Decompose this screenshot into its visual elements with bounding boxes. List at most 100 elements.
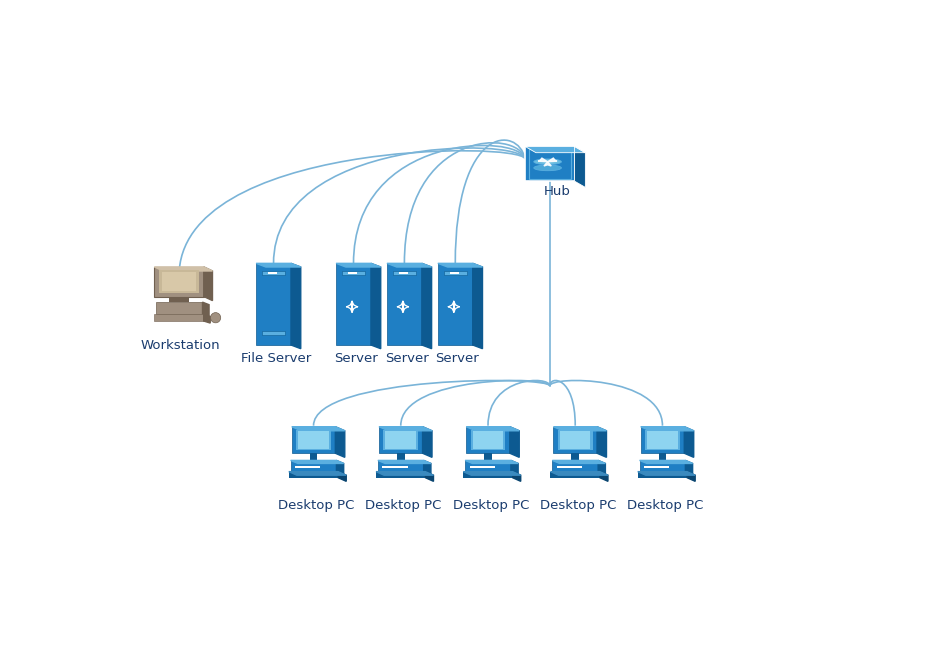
Polygon shape	[339, 471, 346, 481]
Bar	[342, 271, 365, 275]
Bar	[552, 460, 598, 471]
Bar	[558, 430, 593, 450]
Polygon shape	[378, 460, 431, 463]
Polygon shape	[387, 263, 431, 267]
Bar	[161, 272, 196, 292]
Bar	[645, 430, 680, 450]
Bar	[384, 430, 418, 450]
Bar	[644, 465, 670, 467]
FancyBboxPatch shape	[525, 147, 574, 181]
Text: Workstation: Workstation	[141, 339, 220, 352]
Bar	[484, 453, 492, 460]
Bar	[438, 263, 473, 345]
Polygon shape	[155, 267, 213, 271]
Text: Desktop PC: Desktop PC	[279, 499, 355, 512]
Polygon shape	[291, 263, 301, 349]
Polygon shape	[553, 427, 607, 431]
Bar	[379, 427, 422, 453]
Polygon shape	[291, 460, 343, 463]
Bar	[292, 427, 336, 453]
Bar	[386, 432, 416, 449]
Polygon shape	[511, 460, 518, 475]
Polygon shape	[525, 147, 585, 152]
Text: Desktop PC: Desktop PC	[540, 499, 616, 512]
Bar	[159, 271, 199, 293]
Bar	[263, 271, 285, 275]
Bar	[268, 272, 277, 274]
Polygon shape	[686, 460, 692, 475]
Bar	[658, 453, 666, 460]
Bar	[156, 302, 203, 314]
Bar	[291, 460, 337, 471]
Bar	[289, 471, 339, 478]
Polygon shape	[685, 427, 694, 457]
Bar	[638, 471, 688, 478]
Polygon shape	[203, 302, 209, 317]
Polygon shape	[538, 158, 548, 162]
Ellipse shape	[210, 313, 220, 323]
Polygon shape	[598, 460, 605, 475]
Polygon shape	[510, 427, 520, 457]
Ellipse shape	[534, 165, 562, 170]
Bar	[295, 465, 321, 467]
Bar	[444, 271, 466, 275]
Polygon shape	[465, 460, 518, 463]
Polygon shape	[544, 162, 552, 166]
Bar	[296, 430, 331, 450]
Bar	[551, 471, 600, 478]
Polygon shape	[292, 427, 345, 431]
Bar	[378, 460, 424, 471]
Text: Desktop PC: Desktop PC	[366, 499, 442, 512]
Polygon shape	[204, 314, 210, 323]
Bar	[383, 465, 408, 467]
Polygon shape	[548, 158, 557, 162]
Text: Server: Server	[334, 352, 378, 365]
Bar	[466, 427, 510, 453]
Polygon shape	[336, 263, 381, 267]
Polygon shape	[337, 460, 343, 475]
Polygon shape	[379, 427, 432, 431]
Polygon shape	[597, 427, 607, 457]
Bar	[557, 465, 582, 467]
Bar	[169, 296, 189, 302]
Bar	[397, 453, 404, 460]
Polygon shape	[466, 427, 520, 431]
Polygon shape	[422, 263, 431, 349]
Bar	[641, 427, 685, 453]
Polygon shape	[371, 263, 381, 349]
Text: File Server: File Server	[241, 352, 311, 365]
Bar	[263, 331, 285, 335]
Bar	[348, 272, 357, 274]
Polygon shape	[426, 471, 433, 481]
Polygon shape	[552, 460, 605, 463]
Text: Desktop PC: Desktop PC	[628, 499, 704, 512]
Polygon shape	[638, 471, 695, 475]
Polygon shape	[424, 460, 431, 475]
Text: Server: Server	[435, 352, 479, 365]
Polygon shape	[688, 471, 695, 481]
Polygon shape	[422, 427, 432, 457]
Bar	[640, 460, 686, 471]
Polygon shape	[551, 471, 608, 475]
Bar	[155, 267, 204, 296]
Polygon shape	[289, 471, 346, 475]
Bar	[449, 272, 459, 274]
Bar	[376, 471, 426, 478]
Polygon shape	[438, 263, 482, 267]
Bar	[298, 432, 329, 449]
Polygon shape	[376, 471, 433, 475]
Polygon shape	[463, 471, 521, 475]
Polygon shape	[641, 427, 694, 431]
Bar	[387, 263, 422, 345]
Polygon shape	[473, 263, 482, 349]
Polygon shape	[574, 147, 585, 188]
Text: Desktop PC: Desktop PC	[453, 499, 529, 512]
Bar	[571, 453, 579, 460]
Bar	[473, 432, 504, 449]
Bar	[310, 453, 317, 460]
Bar	[553, 427, 597, 453]
Polygon shape	[336, 427, 345, 457]
Polygon shape	[513, 471, 521, 481]
Bar	[471, 430, 506, 450]
Bar	[155, 314, 204, 321]
